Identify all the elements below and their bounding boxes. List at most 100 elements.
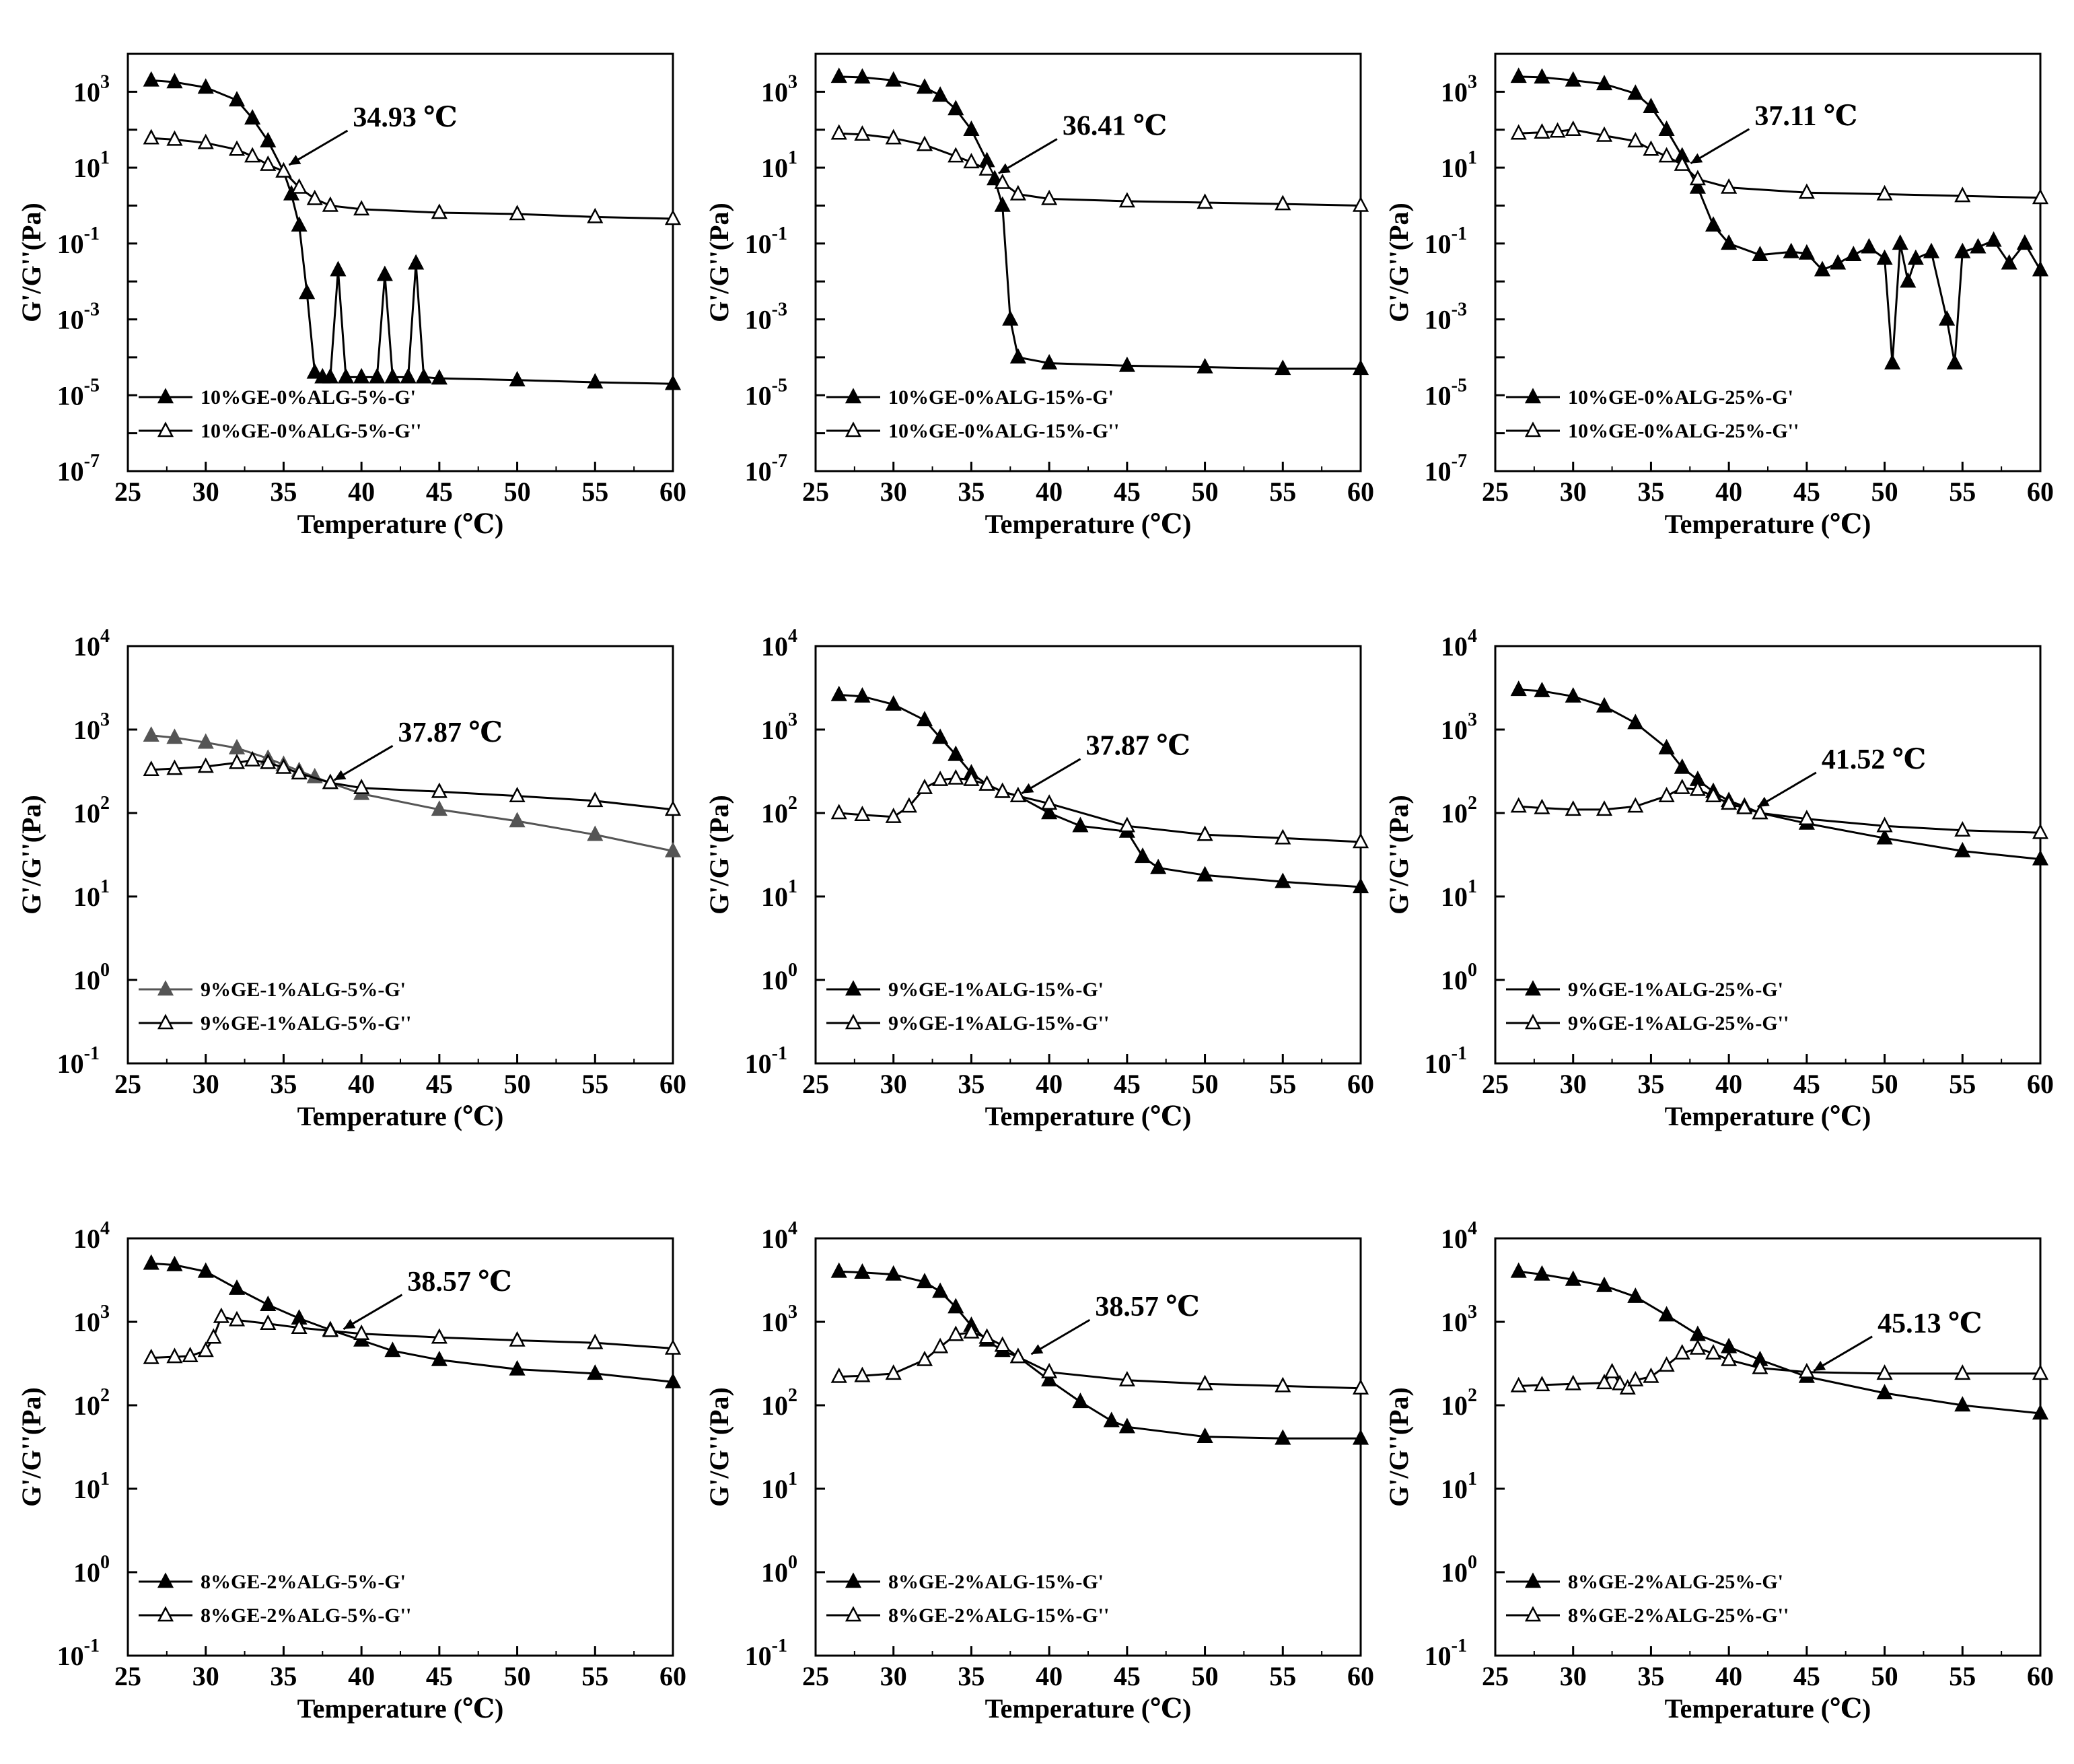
- data-point: [1041, 1370, 1058, 1386]
- annotation-label: 38.57 ℃: [407, 1267, 511, 1298]
- legend-label: 9%GE-1%ALG-25%-G'': [1568, 1012, 1789, 1034]
- data-point: [1275, 359, 1291, 376]
- data-point: [947, 147, 964, 163]
- y-tick-exponent: 1: [1468, 147, 1477, 168]
- chart-1: 25 30 35 40 45 50 55 60 Temperature (℃) 10-7 10-5 1…: [16, 52, 686, 539]
- data-point: [664, 800, 682, 816]
- x-tick-label: 50: [1871, 1661, 1898, 1691]
- y-tick-exponent: 2: [788, 1385, 797, 1406]
- data-point: [1970, 238, 1987, 254]
- y-tick-label: 103: [761, 709, 797, 745]
- data-point: [2032, 849, 2049, 866]
- x-tick-label: 50: [1871, 477, 1898, 507]
- data-point: [1954, 242, 1971, 258]
- data-point: [947, 1298, 964, 1314]
- data-point: [994, 196, 1011, 212]
- data-point: [260, 132, 277, 147]
- x-tick-label: 50: [1192, 1661, 1219, 1691]
- data-point: [664, 1339, 682, 1355]
- data-point: [1534, 798, 1550, 814]
- y-tick-label: 101: [73, 876, 110, 912]
- data-point: [1658, 787, 1675, 802]
- data-point: [322, 1321, 338, 1337]
- data-point: [1118, 816, 1135, 833]
- data-point: [1534, 68, 1550, 84]
- x-tick-label: 55: [1949, 1661, 1976, 1691]
- plot-frame: [1494, 1237, 2042, 1657]
- x-tick-label: 45: [1114, 477, 1141, 507]
- data-point: [509, 371, 526, 387]
- data-point: [664, 841, 682, 857]
- data-point: [994, 1336, 1011, 1352]
- data-point: [885, 695, 902, 711]
- legend-marker: [157, 1014, 174, 1030]
- data-point: [353, 367, 370, 384]
- data-point: [143, 1254, 159, 1270]
- data-point: [1876, 1364, 1893, 1380]
- data-point: [509, 205, 526, 221]
- y-tick-exponent: -1: [1452, 1635, 1467, 1656]
- data-point: [854, 806, 871, 822]
- series-line: [151, 758, 674, 811]
- annotation-arrow: [1757, 771, 1817, 808]
- y-tick-exponent: 2: [100, 1385, 110, 1406]
- data-point: [369, 367, 386, 384]
- data-point: [1798, 810, 1815, 826]
- data-point: [431, 1350, 448, 1366]
- annotation-arrowhead: [1814, 1360, 1826, 1371]
- series-loss-modulus: 10%GE-0%ALG-5%-G'': [139, 129, 682, 442]
- y-tick-label: 10-1: [745, 223, 787, 259]
- data-point: [260, 753, 277, 769]
- data-point: [1689, 1339, 1706, 1355]
- data-point: [1072, 816, 1089, 833]
- data-point: [1275, 195, 1291, 211]
- y-tick-exponent: 0: [1468, 1552, 1477, 1573]
- data-point: [2032, 188, 2049, 205]
- x-tick-label: 25: [1482, 1661, 1509, 1691]
- x-tick-label: 30: [192, 477, 219, 507]
- x-tick-label: 40: [348, 477, 375, 507]
- data-point: [2032, 260, 2049, 277]
- series-loss-modulus: 8%GE-2%ALG-15%-G'': [826, 1322, 1369, 1627]
- data-point: [1352, 1379, 1369, 1395]
- y-tick-label: 104: [1441, 1218, 1477, 1254]
- data-point: [1658, 738, 1675, 754]
- data-point: [431, 369, 448, 385]
- data-point: [1196, 825, 1213, 841]
- data-point: [587, 825, 604, 841]
- data-point: [197, 1341, 214, 1357]
- data-point: [916, 711, 933, 727]
- data-point: [978, 775, 995, 791]
- data-point: [1009, 184, 1026, 201]
- y-tick-label: 101: [761, 1469, 797, 1504]
- x-axis-title: Temperature (℃): [297, 1101, 504, 1131]
- data-point: [1549, 122, 1566, 138]
- data-point: [337, 367, 355, 384]
- legend-marker: [845, 1606, 862, 1622]
- data-point: [1009, 787, 1026, 802]
- x-tick-label: 50: [504, 1069, 531, 1099]
- y-tick-exponent: -1: [84, 1043, 100, 1064]
- series-storage-modulus: 10%GE-0%ALG-5%-G': [139, 71, 682, 409]
- y-tick-exponent: -1: [84, 1635, 100, 1656]
- y-tick-exponent: 3: [788, 1302, 797, 1322]
- y-tick-exponent: -1: [1452, 223, 1467, 244]
- data-point: [2032, 1404, 2049, 1420]
- x-tick-label: 30: [880, 1069, 907, 1099]
- data-point: [1534, 681, 1550, 697]
- y-tick-exponent: 1: [788, 1469, 797, 1489]
- x-tick-label: 40: [348, 1069, 375, 1099]
- data-point: [1596, 800, 1613, 816]
- data-point: [1118, 192, 1135, 208]
- data-point: [2032, 1364, 2049, 1380]
- data-point: [376, 265, 393, 281]
- y-tick-label: 101: [1441, 1469, 1477, 1504]
- data-point: [166, 130, 183, 146]
- series-line: [1518, 787, 2041, 834]
- legend-label: 8%GE-2%ALG-5%-G': [201, 1571, 406, 1593]
- data-point: [1627, 132, 1644, 147]
- y-tick-exponent: 3: [788, 709, 797, 730]
- data-point: [947, 1325, 964, 1341]
- data-point: [1565, 120, 1581, 136]
